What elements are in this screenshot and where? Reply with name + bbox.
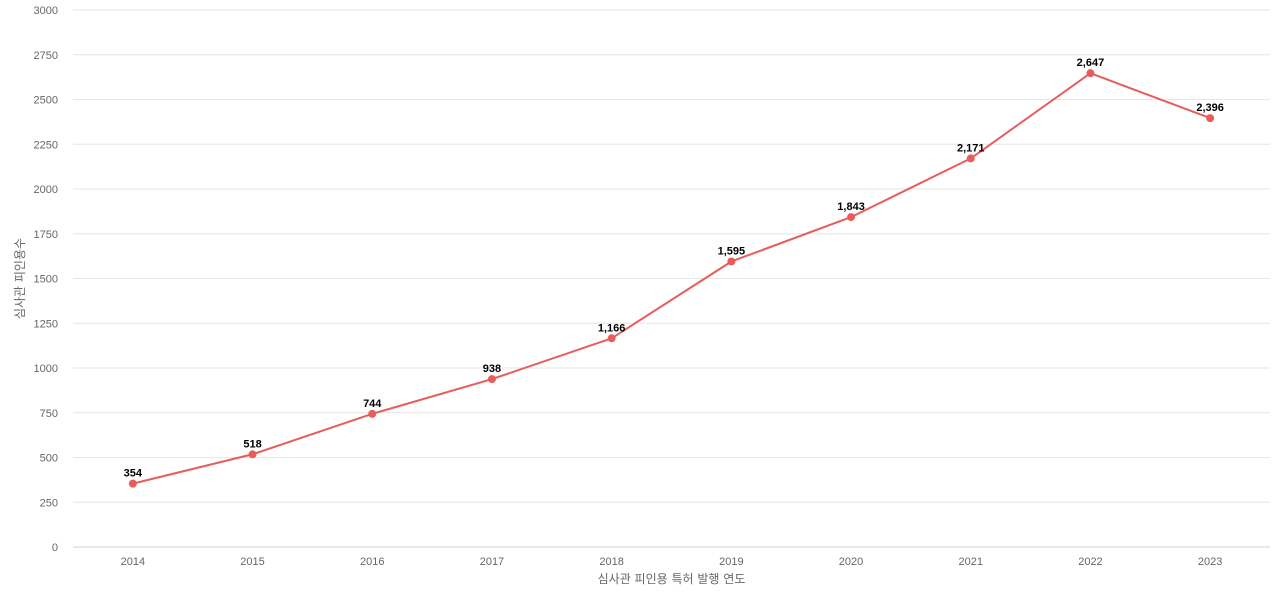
data-point[interactable] [607,334,616,343]
x-tick-label: 2019 [719,556,743,568]
x-tick-label: 2014 [121,556,145,568]
y-tick-label: 2000 [34,184,58,196]
data-label: 2,171 [957,142,985,154]
data-label: 1,843 [837,201,865,213]
data-label: 1,595 [718,245,746,257]
x-axis-title: 심사관 피인용 특허 발행 연도 [598,571,746,586]
y-tick-label: 500 [40,453,58,465]
data-point[interactable] [128,479,137,488]
y-axis-title: 심사관 피인용수 [13,238,27,319]
y-tick-label: 2250 [34,139,58,151]
y-tick-label: 0 [52,542,58,554]
x-tick-label: 2021 [959,556,983,568]
series-layer [128,69,1215,488]
y-axis-ticks: 0 250 500 750 1000 1250 1500 1750 2000 2250 2500 27… [34,5,58,554]
x-tick-label: 2018 [599,556,623,568]
data-point[interactable] [966,154,975,163]
x-tick-label: 2022 [1078,556,1102,568]
gridlines [73,9,1270,503]
y-tick-label: 3000 [34,5,58,17]
data-point[interactable] [847,213,856,222]
data-point[interactable] [727,257,736,266]
x-tick-label: 2023 [1198,556,1222,568]
y-tick-label: 1000 [34,363,58,375]
data-point[interactable] [1206,114,1215,123]
data-label: 2,647 [1077,57,1105,69]
data-point[interactable] [248,450,257,459]
data-label: 1,166 [598,322,626,334]
y-tick-label: 2750 [34,50,58,62]
x-tick-label: 2016 [360,556,384,568]
y-tick-label: 250 [40,497,58,509]
y-tick-label: 1250 [34,318,58,330]
x-tick-label: 2017 [480,556,504,568]
data-label: 2,396 [1196,102,1224,114]
y-tick-label: 2500 [34,95,58,107]
data-labels: 354 518 744 938 1,166 1,595 1,843 2,171 2,647 2,3… [124,57,1224,479]
x-tick-label: 2015 [240,556,264,568]
y-tick-label: 750 [40,408,58,420]
data-point[interactable] [1086,69,1095,78]
data-label: 938 [483,363,501,375]
series-line [132,72,1211,485]
y-tick-label: 1500 [34,274,58,286]
data-point[interactable] [368,409,377,418]
data-label: 354 [124,468,143,480]
data-label: 744 [363,398,382,410]
y-tick-label: 1750 [34,229,58,241]
x-axis-ticks: 2014 2015 2016 2017 2018 2019 2020 2021 2022 2023 [121,556,1223,568]
x-tick-label: 2020 [839,556,863,568]
data-label: 518 [243,438,261,450]
data-point[interactable] [487,375,496,384]
